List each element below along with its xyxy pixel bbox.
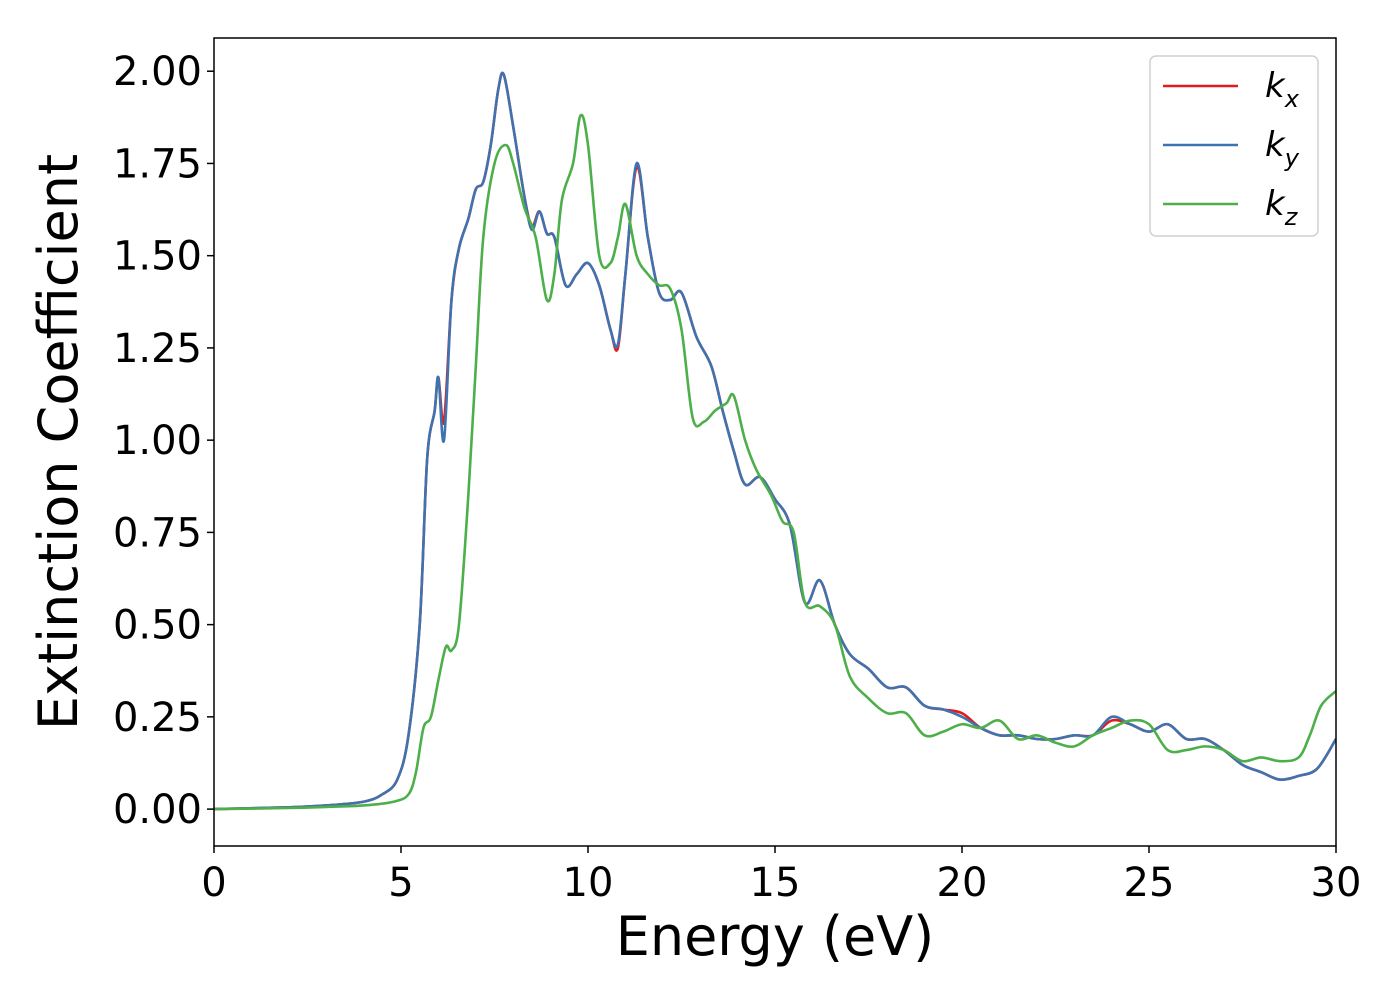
y-axis-title: Extinction Coefficient bbox=[27, 154, 90, 730]
x-tick-label: 0 bbox=[201, 860, 226, 906]
y-axis-ticks: 0.00 0.25 0.50 0.75 1.00 1.25 1.50 1.75 2.00 bbox=[113, 49, 214, 833]
y-tick-label: 1.75 bbox=[113, 141, 202, 187]
x-tick-label: 25 bbox=[1124, 860, 1175, 906]
y-tick-label: 1.00 bbox=[113, 418, 202, 464]
x-tick-label: 30 bbox=[1311, 860, 1362, 906]
y-tick-label: 0.50 bbox=[113, 603, 202, 649]
y-tick-label: 1.25 bbox=[113, 326, 202, 372]
y-tick-label: 2.00 bbox=[113, 49, 202, 95]
y-tick-label: 1.50 bbox=[113, 234, 202, 280]
x-axis-ticks: 0 5 10 15 20 25 30 bbox=[201, 846, 1361, 906]
y-tick-label: 0.25 bbox=[113, 695, 202, 741]
x-tick-label: 5 bbox=[388, 860, 413, 906]
x-tick-label: 10 bbox=[563, 860, 614, 906]
x-tick-label: 15 bbox=[750, 860, 801, 906]
x-axis-title: Energy (eV) bbox=[616, 905, 935, 968]
y-tick-label: 0.75 bbox=[113, 510, 202, 556]
y-tick-label: 0.00 bbox=[113, 787, 202, 833]
x-tick-label: 20 bbox=[937, 860, 988, 906]
